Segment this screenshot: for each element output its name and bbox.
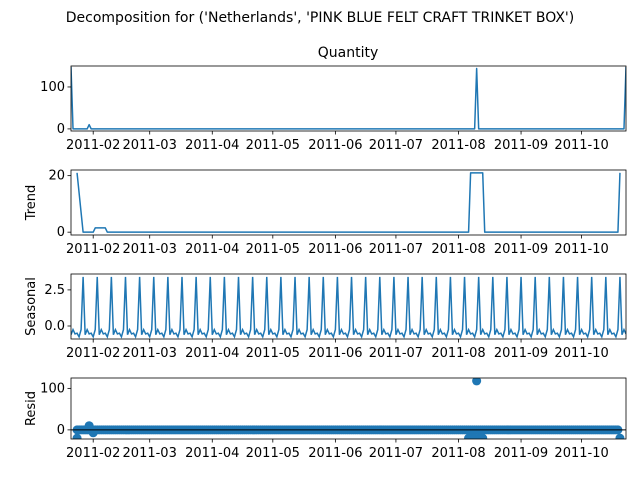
seasonal-ytick-label: 2.5 xyxy=(44,283,65,298)
resid-point xyxy=(478,433,488,439)
trend-xtick-label: 2011-08 xyxy=(431,242,485,257)
seasonal-ylabel: Seasonal xyxy=(24,277,39,336)
resid-point xyxy=(615,433,625,439)
seasonal-xtick-label: 2011-10 xyxy=(554,346,608,361)
trend-xtick-label: 2011-10 xyxy=(554,242,608,257)
resid-xtick-label: 2011-09 xyxy=(494,446,548,461)
resid-xtick-label: 2011-05 xyxy=(246,446,300,461)
quantity-xtick-label: 2011-09 xyxy=(494,138,548,153)
quantity-xtick-label: 2011-08 xyxy=(431,138,485,153)
trend-series-line xyxy=(76,172,621,233)
quantity-xtick-label: 2011-07 xyxy=(369,138,423,153)
seasonal-ytick-label: 0.0 xyxy=(44,319,65,334)
trend-xtick-label: 2011-05 xyxy=(246,242,300,257)
seasonal-axes-frame xyxy=(70,273,627,340)
quantity-xtick-label: 2011-03 xyxy=(123,138,177,153)
seasonal-xtick-label: 2011-03 xyxy=(123,346,177,361)
quantity-panel-title: Quantity xyxy=(318,45,379,61)
seasonal-xtick-label: 2011-07 xyxy=(369,346,423,361)
quantity-xtick-label: 2011-04 xyxy=(185,138,239,153)
trend-xtick-label: 2011-06 xyxy=(308,242,362,257)
resid-xtick-label: 2011-06 xyxy=(308,446,362,461)
resid-panel: 0 100 2011-02 2011-03 2011-04 2011-05 2011-06 2… xyxy=(24,377,627,461)
resid-xtick-label: 2011-07 xyxy=(369,446,423,461)
resid-point xyxy=(88,428,98,438)
figure-suptitle: Decomposition for ('Netherlands', 'PINK … xyxy=(66,10,574,26)
quantity-xtick-label: 2011-05 xyxy=(246,138,300,153)
quantity-xtick-label: 2011-10 xyxy=(554,138,608,153)
resid-xtick-label: 2011-02 xyxy=(66,446,120,461)
trend-xtick-label: 2011-02 xyxy=(66,242,120,257)
seasonal-xtick-label: 2011-05 xyxy=(246,346,300,361)
quantity-series-line xyxy=(71,66,626,130)
resid-point xyxy=(472,378,482,386)
quantity-axes-frame xyxy=(70,65,627,132)
resid-xtick-label: 2011-03 xyxy=(123,446,177,461)
resid-ytick-label: 0 xyxy=(57,423,65,438)
quantity-ytick-label: 0 xyxy=(57,122,65,137)
resid-xtick-label: 2011-04 xyxy=(185,446,239,461)
resid-ylabel: Resid xyxy=(24,391,39,426)
seasonal-series-line xyxy=(71,276,626,339)
seasonal-xtick-label: 2011-06 xyxy=(308,346,362,361)
quantity-xtick-label: 2011-02 xyxy=(66,138,120,153)
resid-xtick-label: 2011-10 xyxy=(554,446,608,461)
trend-xtick-label: 2011-09 xyxy=(494,242,548,257)
resid-point xyxy=(72,433,82,439)
seasonal-xtick-label: 2011-02 xyxy=(66,346,120,361)
quantity-panel: 0 100 2011-02 2011-03 2011-04 2011-05 2011-06 2… xyxy=(40,65,627,153)
trend-xtick-label: 2011-03 xyxy=(123,242,177,257)
trend-axes-frame xyxy=(70,169,627,236)
seasonal-xtick-label: 2011-08 xyxy=(431,346,485,361)
trend-xtick-label: 2011-04 xyxy=(185,242,239,257)
resid-ytick-label: 100 xyxy=(40,381,65,396)
resid-xtick-label: 2011-08 xyxy=(431,446,485,461)
seasonal-xtick-label: 2011-09 xyxy=(494,346,548,361)
trend-ylabel: Trend xyxy=(24,185,39,222)
resid-axes-frame xyxy=(70,377,627,440)
trend-xtick-label: 2011-07 xyxy=(369,242,423,257)
trend-ytick-label: 20 xyxy=(48,169,65,184)
trend-ytick-label: 0 xyxy=(57,225,65,240)
trend-panel: 0 20 2011-02 2011-03 2011-04 2011-05 2011-06 20… xyxy=(24,169,627,257)
quantity-xtick-label: 2011-06 xyxy=(308,138,362,153)
seasonal-panel: 0.0 2.5 2011-02 2011-03 2011-04 2011-05 2011-0… xyxy=(24,273,627,361)
resid-point xyxy=(84,421,94,431)
quantity-ytick-label: 100 xyxy=(40,80,65,95)
seasonal-xtick-label: 2011-04 xyxy=(185,346,239,361)
